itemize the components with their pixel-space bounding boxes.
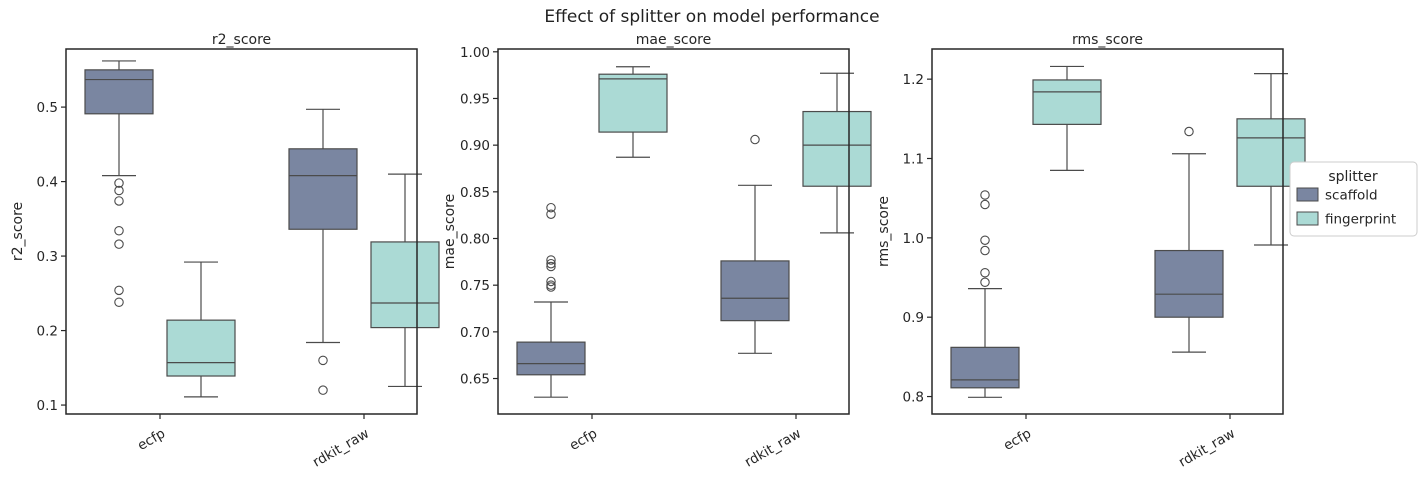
- outlier-point: [980, 245, 990, 256]
- box-iqr: [516, 341, 586, 376]
- y-axis-label: r2_score: [10, 202, 26, 261]
- outlier-point: [114, 178, 124, 188]
- box-iqr: [598, 73, 668, 133]
- figure-title: Effect of splitter on model performance: [544, 7, 880, 27]
- y-tick-label: 1.2: [903, 72, 924, 88]
- box-iqr: [720, 260, 790, 322]
- subplot-1: r2_score r2_score 0.1 0.2 0.3 0.4 0.5 ecfp rdkit…: [10, 32, 440, 471]
- box-scaffold-ecfp: [950, 190, 1020, 398]
- subplot-title: rms_score: [1072, 32, 1143, 48]
- y-tick-label: 0.70: [460, 325, 490, 341]
- box-iqr: [1154, 249, 1224, 318]
- outlier-point: [546, 261, 556, 272]
- outlier-point: [980, 190, 990, 200]
- outlier-point: [980, 199, 990, 210]
- box-scaffold-rdkit_raw: [720, 134, 790, 354]
- x-tick-label: rdkit_raw: [1176, 426, 1238, 471]
- box-scaffold-ecfp: [84, 60, 154, 308]
- box-fingerprint-rdkit_raw: [802, 72, 872, 234]
- outlier-point: [980, 268, 990, 278]
- outlier-point: [750, 134, 760, 145]
- box-iqr: [370, 241, 440, 329]
- x-tick-label: rdkit_raw: [310, 426, 372, 471]
- box-scaffold-rdkit_raw: [1154, 126, 1224, 353]
- legend-swatch: [1296, 187, 1319, 202]
- outlier-point: [318, 355, 328, 366]
- legend-frame: [1289, 161, 1418, 237]
- y-tick-label: 1.1: [903, 152, 924, 168]
- x-tick-label: rdkit_raw: [742, 426, 804, 471]
- outlier-point: [546, 202, 556, 213]
- box-fingerprint-ecfp: [166, 261, 236, 398]
- outlier-point: [114, 226, 124, 236]
- legend-title: splitter: [1328, 169, 1378, 185]
- x-tick-label: ecfp: [567, 426, 600, 454]
- y-tick-label: 0.75: [460, 278, 490, 294]
- outlier-point: [546, 209, 556, 219]
- subplot-title: mae_score: [636, 32, 711, 48]
- outlier-point: [546, 276, 556, 287]
- y-tick-label: 0.2: [37, 324, 58, 340]
- y-axis-label: mae_score: [442, 194, 458, 269]
- box-fingerprint-ecfp: [1032, 65, 1102, 172]
- y-tick-label: 0.90: [460, 138, 490, 154]
- outlier-point: [980, 235, 990, 245]
- y-tick-label: 0.5: [37, 100, 58, 116]
- legend-swatch: [1296, 211, 1319, 226]
- outlier-point: [114, 196, 124, 206]
- outlier-point: [114, 285, 124, 296]
- y-tick-label: 1.0: [903, 231, 924, 247]
- subplot-3: rms_score rms_score 0.8 0.9 1.0 1.1 1.2 ecfp rdk…: [876, 32, 1306, 471]
- axes-frame: [931, 48, 1284, 415]
- box-scaffold-ecfp: [516, 202, 586, 398]
- y-tick-label: 1.00: [460, 45, 490, 61]
- box-iqr: [802, 110, 872, 187]
- outlier-point: [1184, 126, 1194, 137]
- outlier-point: [114, 185, 124, 196]
- y-tick-label: 0.80: [460, 232, 490, 248]
- legend: splitter scaffold fingerprint: [1289, 161, 1418, 237]
- box-fingerprint-ecfp: [598, 66, 668, 158]
- axes-frame: [65, 48, 418, 415]
- box-iqr: [950, 346, 1020, 389]
- y-tick-label: 0.85: [460, 185, 490, 201]
- box-iqr: [166, 319, 236, 377]
- y-tick-label: 0.9: [903, 310, 924, 326]
- legend-label: fingerprint: [1325, 212, 1396, 228]
- box-iqr: [1032, 79, 1102, 125]
- y-tick-label: 0.65: [460, 372, 490, 388]
- outlier-point: [980, 277, 990, 288]
- axes-frame: [497, 48, 850, 415]
- y-tick-label: 0.95: [460, 91, 490, 107]
- y-tick-label: 0.3: [37, 249, 58, 265]
- box-fingerprint-rdkit_raw: [370, 173, 440, 388]
- y-tick-label: 0.8: [903, 390, 924, 406]
- outlier-point: [318, 385, 328, 395]
- x-tick-label: ecfp: [135, 426, 168, 454]
- subplot-2: mae_score mae_score 0.65 0.70 0.75 0.80 0.85 0.…: [442, 32, 872, 471]
- outlier-point: [546, 255, 556, 265]
- outlier-point: [546, 282, 556, 292]
- outlier-point: [114, 239, 124, 249]
- y-tick-label: 0.1: [37, 398, 58, 414]
- outlier-point: [546, 258, 556, 269]
- legend-label: scaffold: [1325, 188, 1378, 204]
- y-tick-label: 0.4: [37, 175, 58, 191]
- subplot-title: r2_score: [212, 32, 271, 48]
- y-axis-label: rms_score: [876, 196, 892, 267]
- outlier-point: [114, 297, 124, 308]
- x-tick-label: ecfp: [1001, 426, 1034, 454]
- box-iqr: [288, 148, 358, 230]
- box-iqr: [84, 69, 154, 115]
- box-scaffold-rdkit_raw: [288, 108, 358, 395]
